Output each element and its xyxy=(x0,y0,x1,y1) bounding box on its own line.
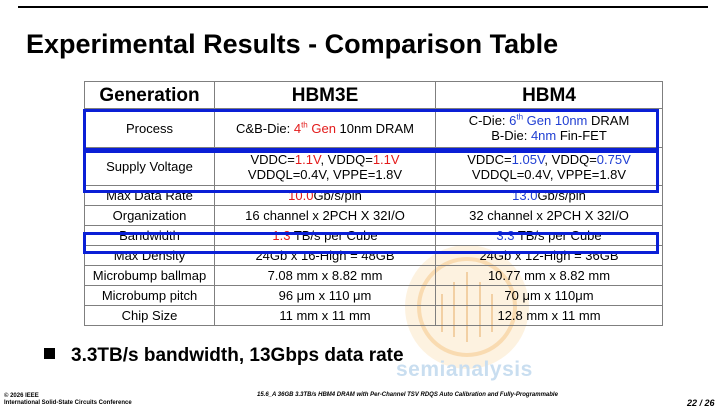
table-row: Bandwidth 1.3 TB/s per Cube 3.3 TB/s per… xyxy=(84,225,663,246)
cell-hbm4: VDDC=1.05V, VDDQ=0.75V VDDQL=0.4V, VPPE=1… xyxy=(435,147,663,186)
cell-hbm4: C-Die: 6th Gen 10nm DRAM B-Die: 4nm Fin-F… xyxy=(435,108,663,148)
table-row: Microbump ballmap 7.08 mm x 8.82 mm 10.7… xyxy=(84,265,663,286)
cell-hbm3e: 11 mm x 11 mm xyxy=(214,305,436,326)
cell-hbm3e: C&B-Die: 4th Gen 10nm DRAM xyxy=(214,108,436,148)
watermark-text: semianalysis xyxy=(396,358,533,381)
row-label: Microbump pitch xyxy=(84,285,215,306)
table-header-row: Generation HBM3E HBM4 xyxy=(84,81,663,109)
row-label: Chip Size xyxy=(84,305,215,326)
bullet-square-icon xyxy=(44,348,55,359)
header-generation: Generation xyxy=(84,81,215,109)
cell-hbm4: 10.77 mm x 8.82 mm xyxy=(435,265,663,286)
cell-hbm4: 3.3 TB/s per Cube xyxy=(435,225,663,246)
table-row: Supply Voltage VDDC=1.1V, VDDQ=1.1V VDDQL… xyxy=(84,147,663,186)
cell-hbm3e: 16 channel x 2PCH X 32I/O xyxy=(214,205,436,226)
cell-hbm3e: 7.08 mm x 8.82 mm xyxy=(214,265,436,286)
slide-title: Experimental Results - Comparison Table xyxy=(26,29,559,59)
cell-hbm3e: 24Gb x 16-High = 48GB xyxy=(214,245,436,266)
cell-hbm4: 24Gb x 12-High = 36GB xyxy=(435,245,663,266)
row-label: Microbump ballmap xyxy=(84,265,215,286)
cell-hbm4: 13.0Gb/s/pin xyxy=(435,185,663,206)
row-label: Organization xyxy=(84,205,215,226)
table-row: Microbump pitch 96 μm x 110 μm 70 μm x 1… xyxy=(84,285,663,306)
header-hbm3e: HBM3E xyxy=(214,81,436,109)
row-label: Max Data Rate xyxy=(84,185,215,206)
cell-hbm3e: 1.3 TB/s per Cube xyxy=(214,225,436,246)
page-number: 22 / 26 xyxy=(687,398,715,408)
row-label: Supply Voltage xyxy=(84,147,215,186)
row-label: Max Density xyxy=(84,245,215,266)
table-row: Chip Size 11 mm x 11 mm 12.8 mm x 11 mm xyxy=(84,305,663,326)
footer-copyright: © 2026 IEEE International Solid-State Ci… xyxy=(4,393,132,406)
bullet-item: 3.3TB/s bandwidth, 13Gbps data rate xyxy=(44,345,404,367)
row-label: Process xyxy=(84,108,215,148)
table-row: Max Data Rate 10.0Gb/s/pin 13.0Gb/s/pin xyxy=(84,185,663,206)
comparison-table: Generation HBM3E HBM4 Process C&B-Die: 4… xyxy=(84,81,663,326)
cell-hbm4: 32 channel x 2PCH X 32I/O xyxy=(435,205,663,226)
header-hbm4: HBM4 xyxy=(435,81,663,109)
cell-hbm4: 70 μm x 110μm xyxy=(435,285,663,306)
table-row: Organization 16 channel x 2PCH X 32I/O 3… xyxy=(84,205,663,226)
cell-hbm3e: VDDC=1.1V, VDDQ=1.1V VDDQL=0.4V, VPPE=1.8… xyxy=(214,147,436,186)
cell-hbm4: 12.8 mm x 11 mm xyxy=(435,305,663,326)
footer-paper-title: 15.6_A 36GB 3.3TB/s HBM4 DRAM with Per-C… xyxy=(257,392,558,398)
cell-hbm3e: 96 μm x 110 μm xyxy=(214,285,436,306)
table-row: Process C&B-Die: 4th Gen 10nm DRAM C-Die… xyxy=(84,108,663,148)
row-label: Bandwidth xyxy=(84,225,215,246)
top-rule xyxy=(18,6,708,8)
table-row: Max Density 24Gb x 16-High = 48GB 24Gb x… xyxy=(84,245,663,266)
cell-hbm3e: 10.0Gb/s/pin xyxy=(214,185,436,206)
